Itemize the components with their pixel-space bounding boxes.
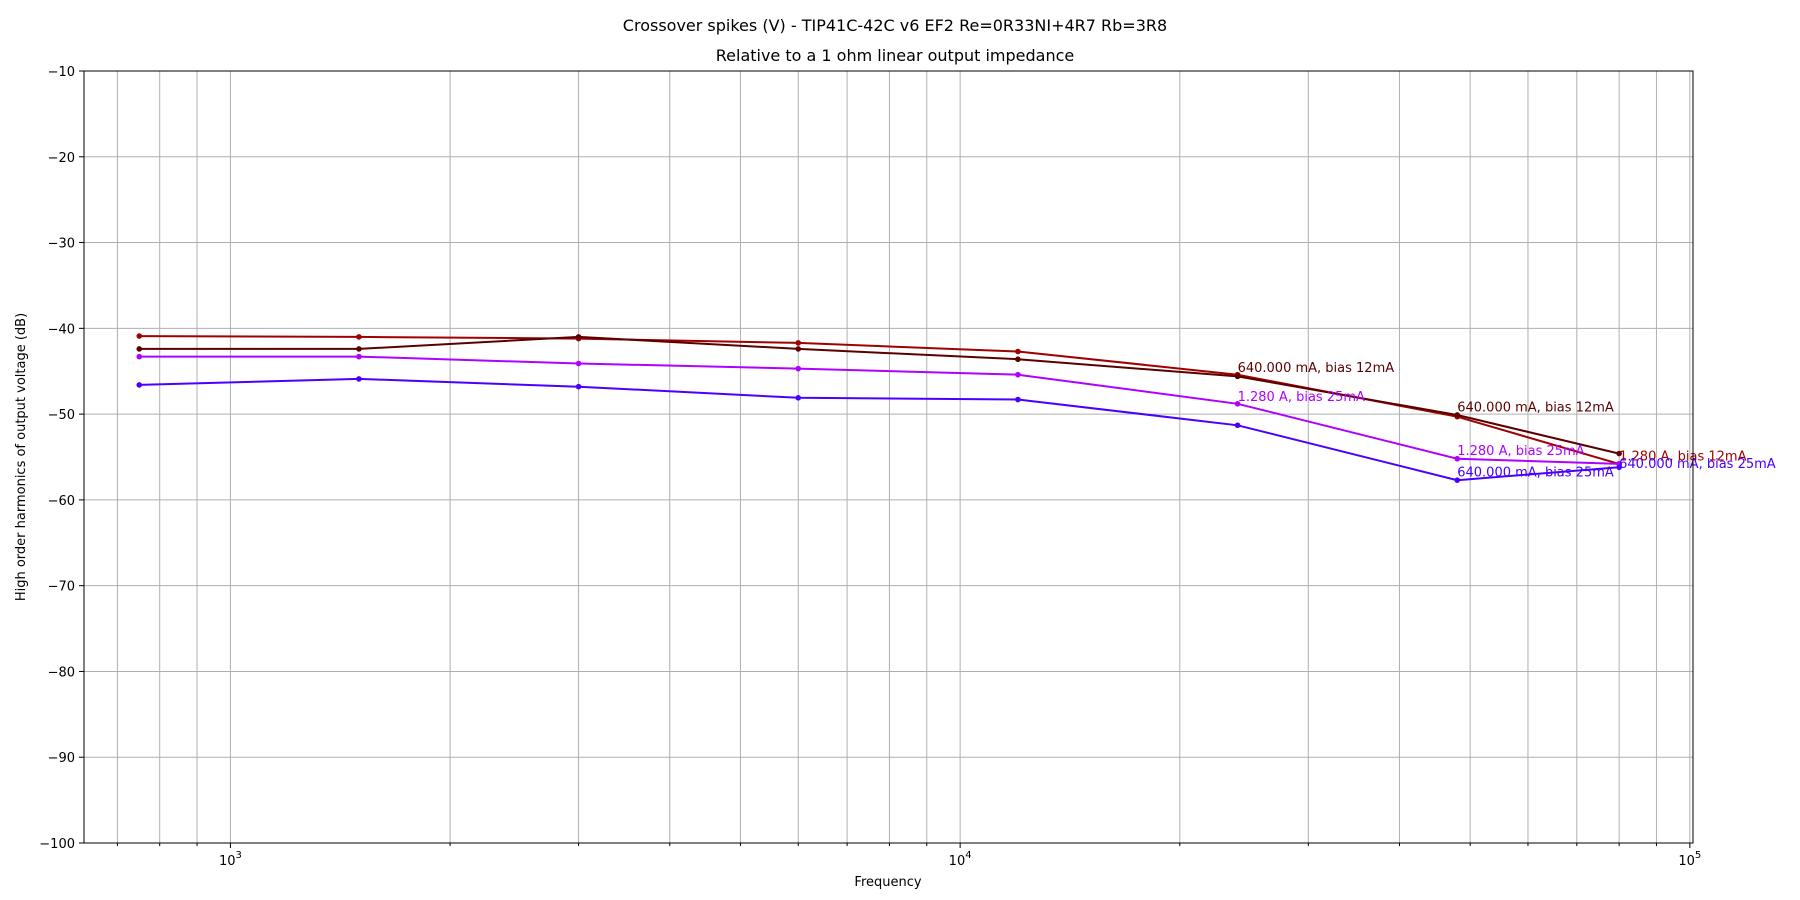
series-2-point bbox=[1015, 356, 1021, 363]
point-annotation: 1.280 A, bias 25mA bbox=[1457, 444, 1584, 459]
plot-frame bbox=[83, 70, 1694, 844]
series-2-point bbox=[575, 334, 582, 340]
y-tick-label: −80 bbox=[48, 665, 75, 680]
series-2-point bbox=[136, 346, 143, 352]
y-tick-label: −20 bbox=[48, 151, 75, 166]
chart-title: Crossover spikes (V) - TIP41C-42C v6 EF2… bbox=[623, 16, 1167, 35]
series-4-point bbox=[575, 383, 582, 390]
point-annotation: 640.000 mA, bias 12mA bbox=[1238, 361, 1395, 376]
series-line-1 bbox=[139, 335, 1620, 465]
tick-layer: −10 −20 −30 −40 −50 −60 −70 −80 −90 −100 103 104 105 bbox=[39, 65, 1701, 869]
series-3-point bbox=[356, 353, 362, 360]
series-4-point bbox=[795, 395, 802, 401]
series-4-point bbox=[356, 376, 362, 382]
series-line-4 bbox=[139, 377, 1620, 482]
series-4-point bbox=[1454, 477, 1461, 483]
point-annotation: 640.000 mA, bias 25mA bbox=[1457, 466, 1614, 481]
series-line-2 bbox=[139, 335, 1620, 455]
series-4-point bbox=[1616, 464, 1622, 471]
series-3-point bbox=[136, 353, 143, 360]
point-annotation: 640.000 mA, bias 25mA bbox=[1619, 457, 1776, 472]
series-1-point bbox=[136, 333, 143, 339]
series-4-point bbox=[1234, 422, 1241, 429]
series-3-point bbox=[575, 360, 582, 367]
y-tick-label: −50 bbox=[48, 408, 75, 423]
y-tick-label: −60 bbox=[48, 494, 75, 509]
series-4-point bbox=[1015, 396, 1021, 403]
point-annotation: 1.280 A, bias 25mA bbox=[1238, 390, 1365, 405]
series-1-point bbox=[795, 340, 802, 346]
series-3-point bbox=[1015, 371, 1021, 378]
series-1-point bbox=[356, 334, 362, 340]
series-1-point bbox=[1015, 348, 1021, 355]
y-axis-label: High order harmonics of output voltage (… bbox=[14, 313, 29, 601]
point-annotation: 1.280 A, bias 12mA bbox=[1619, 449, 1746, 464]
x-tick-label: 103 bbox=[219, 850, 242, 869]
annotation-layer: 640.000 mA, bias 12mA 1.280 A, bias 25mA 6… bbox=[1238, 361, 1776, 481]
series-2-point bbox=[795, 346, 802, 352]
series-layer bbox=[136, 333, 1622, 483]
x-tick-label: 105 bbox=[1678, 850, 1701, 869]
series-3-point bbox=[1454, 455, 1461, 462]
x-axis-label: Frequency bbox=[854, 875, 921, 890]
series-3-point bbox=[1234, 401, 1241, 407]
series-3-point bbox=[795, 365, 802, 372]
y-tick-label: −70 bbox=[48, 580, 75, 595]
series-4-point bbox=[136, 382, 143, 388]
chart-subtitle: Relative to a 1 ohm linear output impeda… bbox=[716, 46, 1075, 65]
series-2-point bbox=[1454, 412, 1461, 418]
y-tick-label: −10 bbox=[48, 65, 75, 80]
series-2-point bbox=[1616, 450, 1622, 457]
y-tick-label: −40 bbox=[48, 322, 75, 337]
series-2-point bbox=[1234, 373, 1241, 380]
y-tick-label: −100 bbox=[39, 837, 75, 852]
series-line-3 bbox=[139, 355, 1620, 465]
series-2-point bbox=[356, 346, 362, 352]
x-tick-label: 104 bbox=[949, 850, 972, 869]
y-tick-label: −90 bbox=[48, 751, 75, 766]
point-annotation: 640.000 mA, bias 12mA bbox=[1457, 400, 1614, 415]
y-tick-label: −30 bbox=[48, 237, 75, 252]
